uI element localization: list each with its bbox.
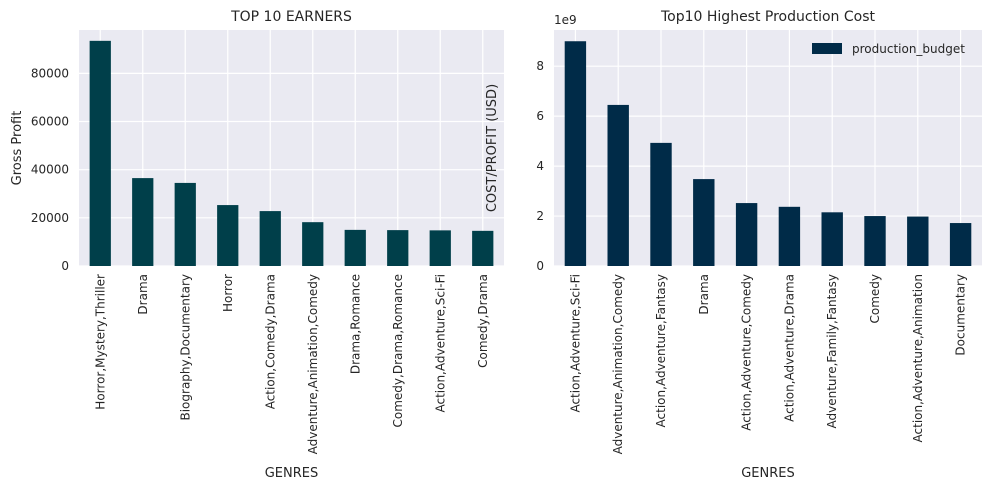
bars bbox=[564, 41, 972, 267]
y-tick-label: 2 bbox=[536, 209, 544, 223]
bar-6 bbox=[344, 229, 366, 266]
bar-9 bbox=[949, 223, 972, 266]
bar-2 bbox=[650, 142, 672, 266]
bar-2 bbox=[174, 182, 196, 266]
x-tick-label: Drama bbox=[697, 274, 711, 315]
x-tick-labels: Action,Adventure,Sci-Fi Adventure,Animati… bbox=[568, 274, 967, 454]
y-tick-labels: 0 20000 40000 60000 80000 bbox=[31, 66, 69, 273]
bar-8 bbox=[907, 216, 929, 266]
x-tick-label: Action,Adventure,Drama bbox=[782, 274, 796, 422]
bars bbox=[89, 40, 494, 267]
y-tick-labels: 0 2 4 6 8 bbox=[536, 59, 544, 273]
x-axis-label: GENRES bbox=[741, 466, 795, 481]
bar-1 bbox=[607, 104, 629, 267]
x-tick-label: Comedy,Drama,Romance bbox=[391, 274, 405, 427]
y-tick-label: 0 bbox=[536, 259, 544, 273]
bar-8 bbox=[429, 230, 451, 266]
legend-swatch bbox=[812, 43, 842, 54]
chart-title: TOP 10 EARNERS bbox=[230, 9, 352, 25]
y-tick-label: 0 bbox=[61, 259, 69, 273]
bar-4 bbox=[735, 203, 758, 266]
bar-5 bbox=[302, 222, 324, 266]
legend-label: production_budget bbox=[852, 42, 965, 56]
legend: production_budget bbox=[812, 42, 965, 56]
bar-5 bbox=[778, 206, 801, 266]
x-tick-label: Biography,Documentary bbox=[178, 274, 192, 421]
x-axis-label: GENRES bbox=[265, 466, 319, 481]
x-tick-label: Adventure,Animation,Comedy bbox=[611, 274, 625, 454]
chart-top-10-earners: 0 20000 40000 60000 80000 Horror,Mystery,Thr… bbox=[10, 9, 504, 481]
y-tick-label: 60000 bbox=[31, 115, 69, 129]
bar-1 bbox=[132, 178, 154, 266]
x-tick-label: Action,Adventure,Sci-Fi bbox=[568, 274, 582, 413]
bar-7 bbox=[864, 216, 886, 266]
bar-0 bbox=[564, 41, 587, 266]
x-tick-label: Action,Adventure,Animation bbox=[911, 274, 925, 442]
y-tick-label: 80000 bbox=[31, 66, 69, 80]
y-tick-label: 8 bbox=[536, 59, 544, 73]
x-tick-label: Drama,Romance bbox=[348, 274, 362, 374]
bar-7 bbox=[387, 230, 409, 266]
y-axis-offset-text: 1e9 bbox=[554, 13, 577, 27]
y-tick-label: 4 bbox=[536, 159, 544, 173]
x-tick-label: Comedy bbox=[868, 274, 882, 324]
bar-6 bbox=[821, 212, 843, 266]
y-axis-label: Gross Profit bbox=[10, 111, 25, 186]
x-tick-label: Action,Comedy,Drama bbox=[263, 274, 277, 409]
x-tick-label: Adventure,Animation,Comedy bbox=[306, 274, 320, 454]
x-tick-label: Adventure,Family,Fantasy bbox=[825, 274, 839, 428]
bar-0 bbox=[89, 40, 111, 267]
x-tick-label: Documentary bbox=[954, 274, 968, 356]
x-tick-label: Action,Adventure,Sci-Fi bbox=[433, 274, 447, 413]
bar-3 bbox=[217, 205, 239, 266]
x-tick-label: Horror,Mystery,Thriller bbox=[93, 274, 107, 410]
y-tick-label: 6 bbox=[536, 109, 544, 123]
x-tick-label: Drama bbox=[136, 274, 150, 315]
x-tick-label: Comedy,Drama bbox=[476, 274, 490, 368]
x-tick-labels: Horror,Mystery,Thriller Drama Biography,Do… bbox=[93, 274, 490, 454]
bar-9 bbox=[472, 230, 494, 266]
x-tick-label: Horror bbox=[221, 274, 235, 312]
x-tick-label: Action,Adventure,Fantasy bbox=[654, 274, 668, 427]
bar-3 bbox=[693, 179, 715, 266]
chart-title: Top10 Highest Production Cost bbox=[660, 9, 875, 25]
y-tick-label: 20000 bbox=[31, 211, 69, 225]
chart-top10-highest-production-cost: 0 2 4 6 8 Action,Adventure,Sci-Fi Adventure,A… bbox=[485, 9, 982, 481]
y-tick-label: 40000 bbox=[31, 163, 69, 177]
bar-4 bbox=[259, 211, 281, 266]
y-axis-label: COST/PROFIT (USD) bbox=[485, 84, 500, 212]
x-tick-label: Action,Adventure,Comedy bbox=[740, 274, 754, 431]
